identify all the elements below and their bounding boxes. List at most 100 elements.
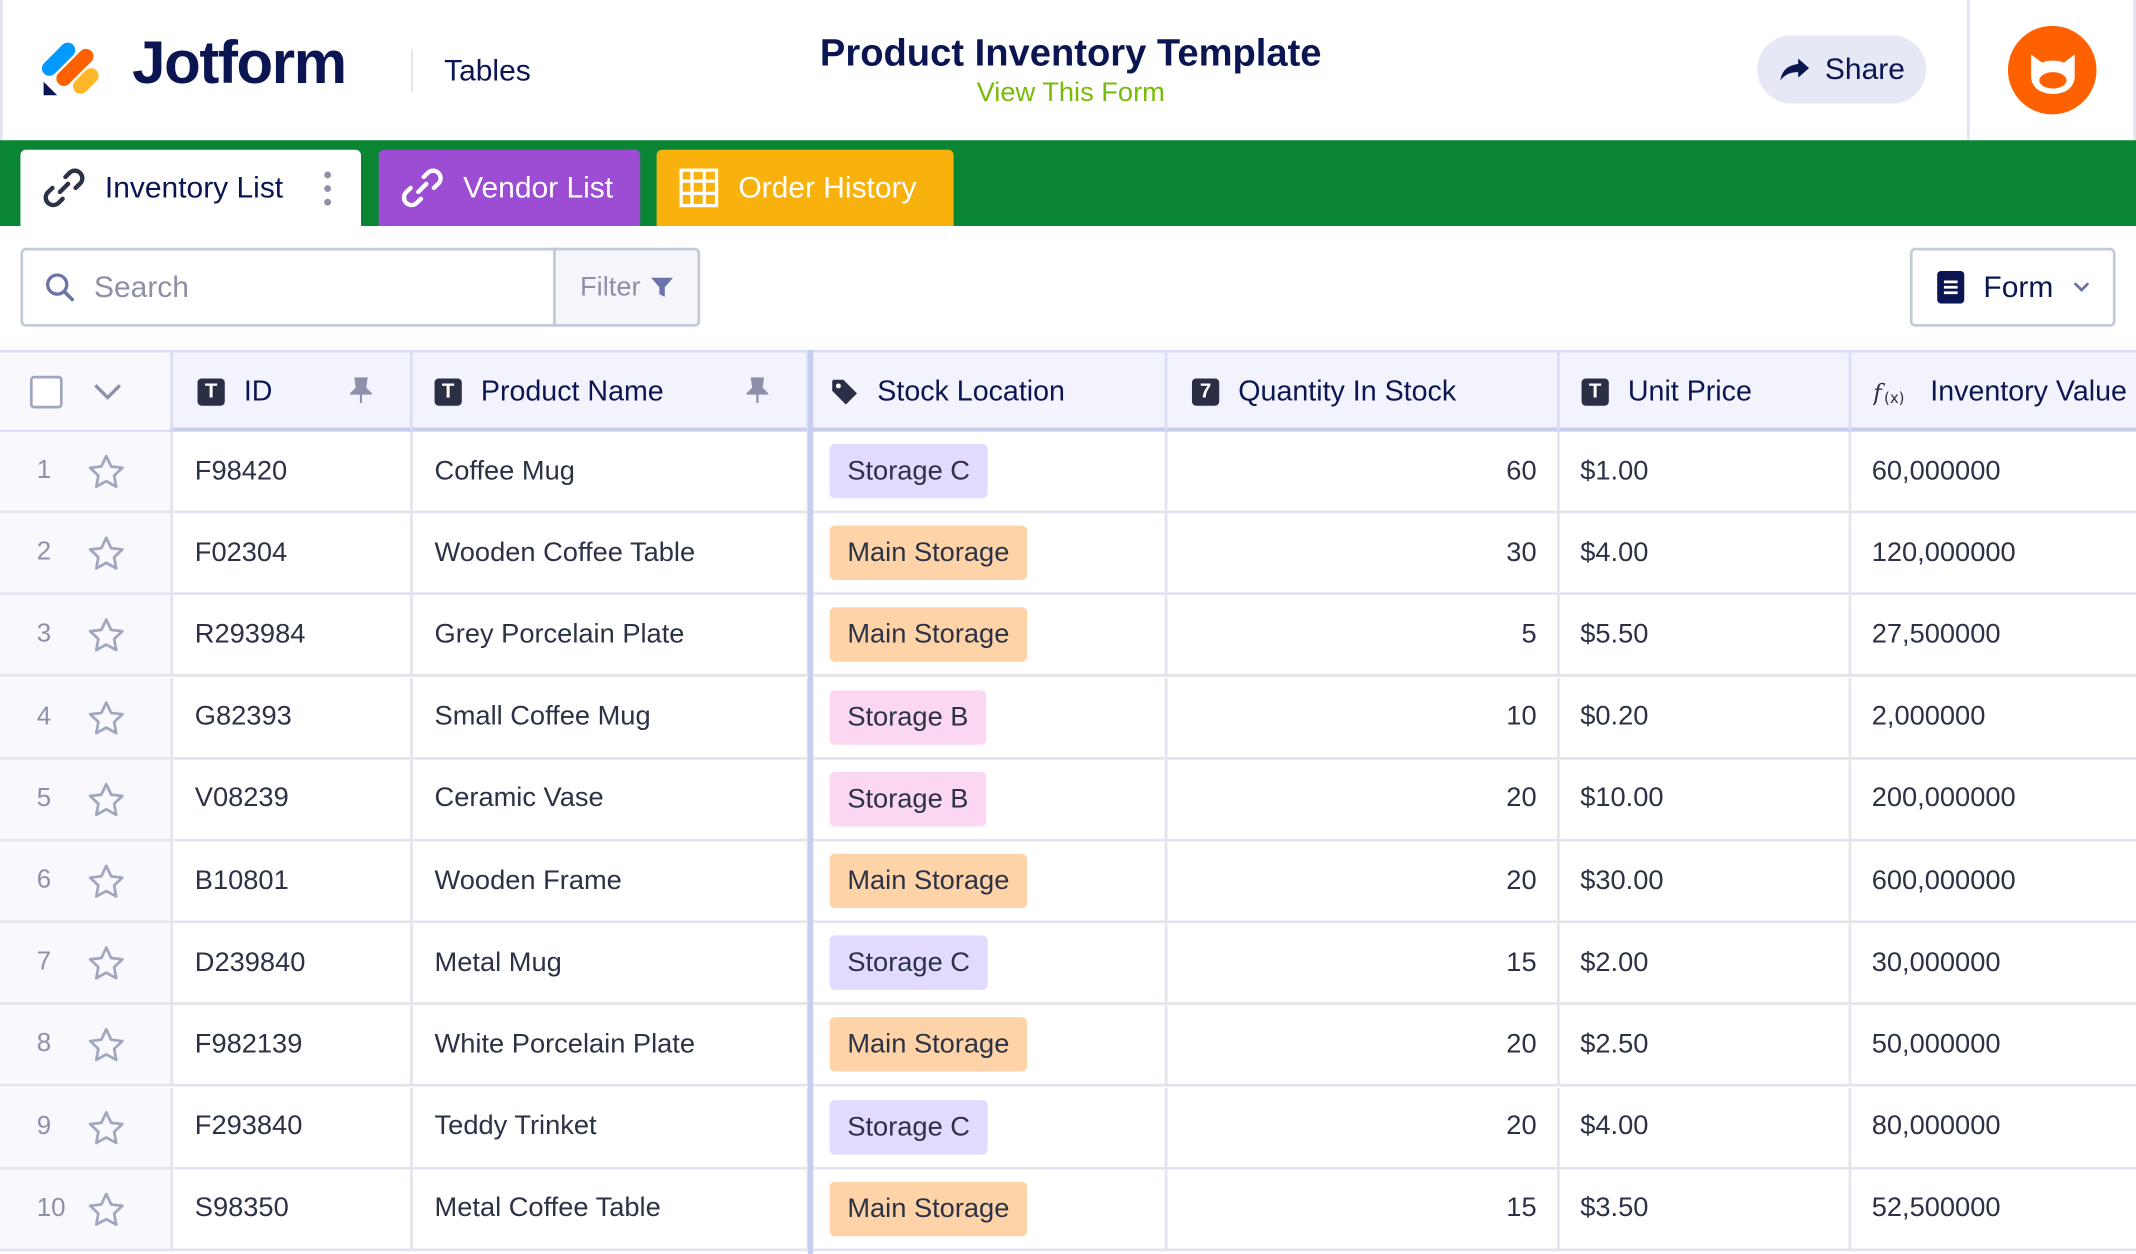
unit-price-cell[interactable]: $10.00 <box>1560 759 1852 839</box>
product-name-cell[interactable]: Metal Coffee Table <box>413 1169 810 1249</box>
table-row[interactable]: 2 F02304 Wooden Coffee Table Main Storag… <box>0 513 2136 596</box>
unit-price-cell[interactable]: $2.00 <box>1560 923 1852 1003</box>
inventory-value-cell[interactable]: 60,000000 <box>1871 455 2001 486</box>
unit-price-cell[interactable]: $0.20 <box>1560 677 1852 757</box>
quantity-cell[interactable]: 60 <box>1167 431 1560 511</box>
star-icon[interactable] <box>87 453 125 490</box>
product-name-cell[interactable]: Wooden Frame <box>413 841 810 921</box>
stock-location-cell[interactable]: Main Storage <box>809 1005 1168 1085</box>
quantity-cell[interactable]: 20 <box>1167 841 1560 921</box>
product-name-cell[interactable]: Small Coffee Mug <box>413 677 810 757</box>
product-name-cell[interactable]: White Porcelain Plate <box>413 1005 810 1085</box>
product-name-cell[interactable]: Teddy Trinket <box>413 1087 810 1167</box>
star-icon[interactable] <box>87 1027 125 1064</box>
quantity-cell[interactable]: 20 <box>1167 1005 1560 1085</box>
inventory-value-cell[interactable]: 2,000000 <box>1871 701 1986 732</box>
id-cell[interactable]: F02304 <box>173 513 413 593</box>
star-icon[interactable] <box>87 699 125 736</box>
unit-price-cell[interactable]: $30.00 <box>1560 841 1852 921</box>
unit-price-cell[interactable]: $4.00 <box>1560 513 1852 593</box>
tab-inventory-list[interactable]: Inventory List <box>20 149 361 227</box>
column-header-id[interactable]: T ID <box>173 352 413 431</box>
id-cell[interactable]: B10801 <box>173 841 413 921</box>
star-icon[interactable] <box>87 1109 125 1146</box>
unit-price-cell[interactable]: $5.50 <box>1560 595 1852 675</box>
inventory-value-cell[interactable]: 50,000000 <box>1871 1029 2001 1060</box>
column-header-stock-location[interactable]: Stock Location <box>809 352 1168 431</box>
tab-vendor-list[interactable]: Vendor List <box>378 149 641 227</box>
star-icon[interactable] <box>87 863 125 900</box>
table-row[interactable]: 9 F293840 Teddy Trinket Storage C 20 $4.… <box>0 1087 2136 1170</box>
jotform-logo-icon[interactable] <box>41 33 106 98</box>
stock-location-cell[interactable]: Main Storage <box>809 513 1168 593</box>
pin-icon[interactable] <box>350 377 372 404</box>
column-header-product-name[interactable]: T Product Name <box>413 352 810 431</box>
inventory-value-cell[interactable]: 27,500000 <box>1871 619 2001 650</box>
stock-location-cell[interactable]: Storage C <box>809 1087 1168 1167</box>
table-row[interactable]: 10 S98350 Metal Coffee Table Main Storag… <box>0 1169 2136 1252</box>
column-header-unit-price[interactable]: T Unit Price <box>1560 352 1852 431</box>
row-number-cell[interactable]: 10 <box>0 1169 174 1249</box>
star-icon[interactable] <box>87 1191 125 1228</box>
quantity-cell[interactable]: 5 <box>1167 595 1560 675</box>
table-row[interactable]: 1 F98420 Coffee Mug Storage C 60 $1.00 6… <box>0 431 2136 514</box>
inventory-value-cell[interactable]: 52,500000 <box>1871 1193 2001 1224</box>
unit-price-cell[interactable]: $2.50 <box>1560 1005 1852 1085</box>
unit-price-cell[interactable]: $3.50 <box>1560 1169 1852 1249</box>
id-cell[interactable]: F982139 <box>173 1005 413 1085</box>
brand-name[interactable]: Jotform <box>132 29 347 97</box>
row-number-cell[interactable]: 3 <box>0 595 174 675</box>
product-name-cell[interactable]: Metal Mug <box>413 923 810 1003</box>
search-input[interactable] <box>93 269 503 305</box>
id-cell[interactable]: R293984 <box>173 595 413 675</box>
row-number-cell[interactable]: 6 <box>0 841 174 921</box>
table-row[interactable]: 4 G82393 Small Coffee Mug Storage B 10 $… <box>0 677 2136 760</box>
star-icon[interactable] <box>87 535 125 572</box>
stock-location-cell[interactable]: Storage B <box>809 759 1168 839</box>
filter-button[interactable]: Filter <box>553 247 701 327</box>
id-cell[interactable]: F98420 <box>173 431 413 511</box>
quantity-cell[interactable]: 10 <box>1167 677 1560 757</box>
inventory-value-cell[interactable]: 120,000000 <box>1871 537 2016 568</box>
tables-link[interactable]: Tables <box>444 53 531 88</box>
quantity-cell[interactable]: 15 <box>1167 923 1560 1003</box>
star-icon[interactable] <box>87 945 125 982</box>
tab-order-history[interactable]: Order History <box>656 149 954 227</box>
share-button[interactable]: Share <box>1757 35 1927 104</box>
product-name-cell[interactable]: Coffee Mug <box>413 431 810 511</box>
product-name-cell[interactable]: Wooden Coffee Table <box>413 513 810 593</box>
pin-icon[interactable] <box>746 377 769 404</box>
row-number-cell[interactable]: 9 <box>0 1087 174 1167</box>
inventory-value-cell[interactable]: 200,000000 <box>1871 783 2016 814</box>
row-number-cell[interactable]: 1 <box>0 431 174 511</box>
search-box[interactable] <box>20 247 556 327</box>
inventory-value-cell[interactable]: 30,000000 <box>1871 947 2001 978</box>
frozen-column-divider[interactable] <box>807 349 814 1254</box>
inventory-value-cell[interactable]: 80,000000 <box>1871 1111 2001 1142</box>
stock-location-cell[interactable]: Main Storage <box>809 1169 1168 1249</box>
column-header-inventory-value[interactable]: f (x) Inventory Value <box>1851 353 2136 431</box>
unit-price-cell[interactable]: $4.00 <box>1560 1087 1852 1167</box>
column-header-quantity-in-stock[interactable]: 7 Quantity In Stock <box>1167 352 1560 431</box>
row-number-cell[interactable]: 2 <box>0 513 174 593</box>
more-vertical-icon[interactable] <box>324 170 332 205</box>
row-number-cell[interactable]: 4 <box>0 677 174 757</box>
id-cell[interactable]: V08239 <box>173 759 413 839</box>
table-row[interactable]: 6 B10801 Wooden Frame Main Storage 20 $3… <box>0 841 2136 924</box>
id-cell[interactable]: F293840 <box>173 1087 413 1167</box>
avatar[interactable] <box>2007 25 2097 115</box>
stock-location-cell[interactable]: Storage C <box>809 923 1168 1003</box>
unit-price-cell[interactable]: $1.00 <box>1560 431 1852 511</box>
product-name-cell[interactable]: Ceramic Vase <box>413 759 810 839</box>
view-form-link[interactable]: View This Form <box>976 77 1165 108</box>
stock-location-cell[interactable]: Main Storage <box>809 595 1168 675</box>
id-cell[interactable]: G82393 <box>173 677 413 757</box>
form-button[interactable]: Form <box>1909 247 2116 327</box>
id-cell[interactable]: D239840 <box>173 923 413 1003</box>
row-number-cell[interactable]: 7 <box>0 923 174 1003</box>
inventory-value-cell[interactable]: 600,000000 <box>1871 865 2016 896</box>
table-row[interactable]: 5 V08239 Ceramic Vase Storage B 20 $10.0… <box>0 759 2136 842</box>
quantity-cell[interactable]: 20 <box>1167 1087 1560 1167</box>
stock-location-cell[interactable]: Storage B <box>809 677 1168 757</box>
select-all-checkbox[interactable] <box>29 375 63 408</box>
